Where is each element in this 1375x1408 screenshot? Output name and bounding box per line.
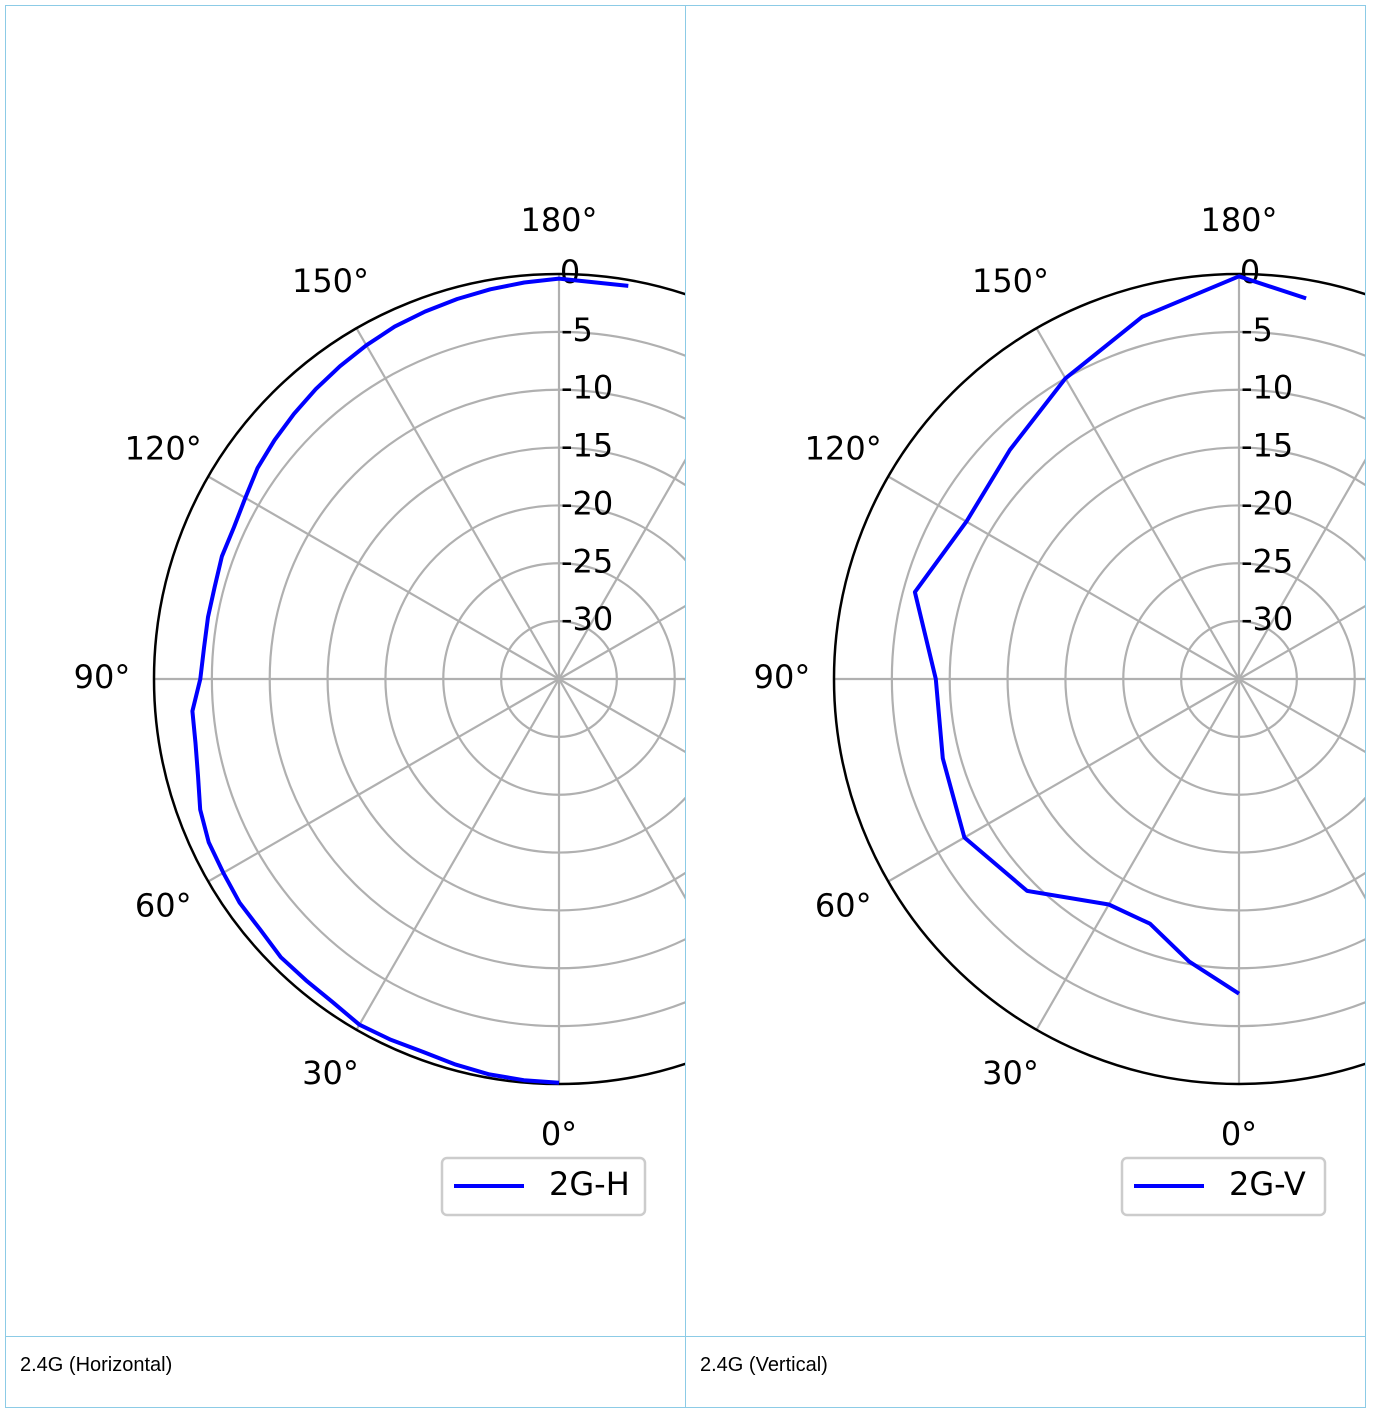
theta-tick-label: 120° bbox=[805, 430, 882, 468]
theta-tick-label: 30° bbox=[982, 1054, 1039, 1092]
legend-label: 2G-H bbox=[549, 1165, 630, 1203]
figure-table: 0 -5 -10 -15 -20 -25 -30 0° 30° 60° 90° 120° 150° 180… bbox=[5, 5, 1366, 1408]
polar-frame bbox=[832, 272, 1365, 1086]
plot-cell-horizontal: 0 -5 -10 -15 -20 -25 -30 0° 30° 60° 90° 120° 150° 180… bbox=[5, 5, 686, 1337]
series-line-2G-H bbox=[190, 276, 629, 1085]
angular-gridline-210 bbox=[558, 459, 685, 680]
polar-frame bbox=[152, 272, 685, 1086]
theta-tick-label: 30° bbox=[302, 1054, 359, 1092]
angular-gridline-60 bbox=[207, 678, 560, 883]
r-tick-label: -30 bbox=[1241, 600, 1293, 638]
r-tick-label: -20 bbox=[1241, 484, 1293, 522]
angular-gridline-120 bbox=[887, 475, 1240, 680]
polar-plot-horizontal: 0 -5 -10 -15 -20 -25 -30 0° 30° 60° 90° 120° 150° 180… bbox=[74, 201, 685, 1217]
angular-gridline-30 bbox=[1035, 678, 1240, 1031]
theta-tick-label: 60° bbox=[815, 887, 872, 925]
theta-tick-label: 0° bbox=[1221, 1115, 1257, 1153]
r-tick-label: -10 bbox=[1241, 369, 1293, 407]
r-tick-label: 0 bbox=[560, 253, 580, 291]
theta-tick-label: 150° bbox=[292, 262, 369, 300]
angular-gridline-330 bbox=[558, 678, 685, 899]
theta-tick-label: 150° bbox=[972, 262, 1049, 300]
r-tick-label: -25 bbox=[1241, 542, 1293, 580]
angular-gridline-30 bbox=[355, 678, 560, 1031]
angular-gridline-150 bbox=[355, 327, 560, 680]
angular-gridline-300 bbox=[1238, 678, 1365, 753]
r-tick-label: -20 bbox=[561, 484, 613, 522]
legend: 2G-V bbox=[1120, 1156, 1327, 1217]
polar-plot-vertical: 0 -5 -10 -15 -20 -25 -30 0° 30° 60° 90° 120° 150° 180… bbox=[754, 201, 1365, 1217]
angular-gridline-240 bbox=[1238, 605, 1365, 680]
r-tick-label: -5 bbox=[561, 311, 593, 349]
angular-gridline-300 bbox=[558, 678, 685, 753]
caption-cell-vertical: 2.4G (Vertical) bbox=[685, 1336, 1366, 1408]
theta-tick-label: 90° bbox=[74, 658, 131, 696]
plot-cell-vertical: 0 -5 -10 -15 -20 -25 -30 0° 30° 60° 90° 120° 150° 180… bbox=[685, 5, 1366, 1337]
legend-box bbox=[1120, 1156, 1327, 1217]
theta-tick-label: 0° bbox=[541, 1115, 577, 1153]
r-tick-label: -15 bbox=[561, 427, 613, 465]
theta-tick-label: 90° bbox=[754, 658, 811, 696]
theta-tick-label: 120° bbox=[125, 430, 202, 468]
legend-box bbox=[440, 1156, 647, 1217]
caption-horizontal: 2.4G (Horizontal) bbox=[20, 1354, 173, 1376]
r-tick-label: -5 bbox=[1241, 311, 1273, 349]
series-line-2G-V bbox=[912, 274, 1307, 996]
caption-vertical: 2.4G (Vertical) bbox=[700, 1354, 828, 1376]
angular-gridline-330 bbox=[1238, 678, 1365, 899]
angular-gridline-240 bbox=[558, 605, 685, 680]
caption-cell-horizontal: 2.4G (Horizontal) bbox=[5, 1336, 686, 1408]
theta-tick-label: 180° bbox=[1200, 201, 1277, 239]
angular-gridline-210 bbox=[1238, 459, 1365, 680]
r-tick-label: -15 bbox=[1241, 427, 1293, 465]
angular-gridline-150 bbox=[1035, 327, 1240, 680]
angular-gridline-60 bbox=[887, 678, 1240, 883]
r-tick-label: -10 bbox=[561, 369, 613, 407]
theta-tick-label: 60° bbox=[135, 887, 192, 925]
r-tick-label: -25 bbox=[561, 542, 613, 580]
angular-gridline-120 bbox=[207, 475, 560, 680]
legend: 2G-H bbox=[440, 1156, 647, 1217]
legend-label: 2G-V bbox=[1229, 1165, 1306, 1203]
r-tick-label: 0 bbox=[1240, 253, 1260, 291]
r-tick-label: -30 bbox=[561, 600, 613, 638]
theta-tick-label: 180° bbox=[520, 201, 597, 239]
